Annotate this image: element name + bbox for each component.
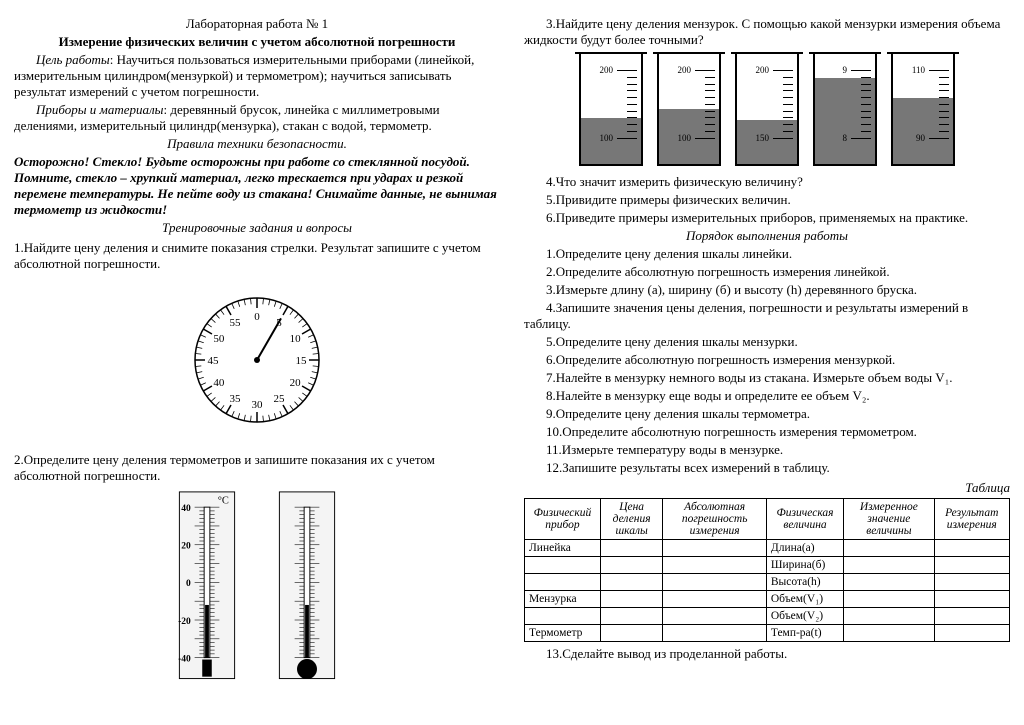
svg-text:30: 30	[252, 399, 264, 411]
svg-text:10: 10	[290, 333, 302, 345]
svg-text:-20: -20	[178, 617, 191, 627]
table-header: Абсолютная погрешность измерения	[663, 499, 766, 540]
conclusion: 13.Сделайте вывод из проделанной работы.	[524, 646, 1010, 662]
goal-label: Цель работы	[36, 52, 110, 67]
question-6: 6.Приведите примеры измерительных прибор…	[524, 210, 1010, 226]
thermometer-2	[272, 490, 342, 690]
svg-text:20: 20	[290, 377, 302, 389]
step: 12.Запишите результаты всех измерений в …	[524, 460, 1010, 476]
step: 11.Измерьте температуру воды в мензурке.	[524, 442, 1010, 458]
cylinders-row: 2001002001002001509811090	[524, 54, 1010, 166]
table-header: Цена деления шкалы	[600, 499, 663, 540]
cylinder: 200150	[735, 54, 799, 166]
task-3: 3.Найдите цену деления мензурок. С помощ…	[524, 16, 1010, 48]
svg-text:20: 20	[181, 542, 191, 552]
step: 9.Определите цену деления шкалы термомет…	[524, 406, 1010, 422]
step: 7.Налейте в мензурку немного воды из ста…	[524, 370, 1010, 386]
step: 1.Определите цену деления шкалы линейки.	[524, 246, 1010, 262]
left-column: Лабораторная работа № 1 Измерение физиче…	[14, 14, 500, 690]
right-column: 3.Найдите цену деления мензурок. С помощ…	[524, 14, 1010, 690]
svg-text:°C: °C	[218, 495, 229, 506]
equip-label: Приборы и материалы	[36, 102, 164, 117]
table-header: Физическая величина	[766, 499, 843, 540]
lab-title: Измерение физических величин с учетом аб…	[14, 34, 500, 50]
equipment: Приборы и материалы: деревянный брусок, …	[14, 102, 500, 134]
lab-number: Лабораторная работа № 1	[14, 16, 500, 32]
table-row: Объем(V₂)	[525, 608, 1010, 625]
safety-header: Правила техники безопасности.	[14, 136, 500, 152]
table-header: Физический прибор	[525, 499, 601, 540]
procedure-header: Порядок выполнения работы	[524, 228, 1010, 244]
goal: Цель работы: Научиться пользоваться изме…	[14, 52, 500, 100]
svg-text:25: 25	[274, 393, 286, 405]
thermometer-1: °C 40 20 0 -20 -40	[172, 490, 242, 690]
step: 4.Запишите значения цены деления, погреш…	[524, 300, 1010, 332]
question-5: 5.Привидите примеры физических величин.	[524, 192, 1010, 208]
table-title: Таблица	[524, 480, 1010, 496]
step: 10.Определите абсолютную погрешность изм…	[524, 424, 1010, 440]
warning-text: Осторожно! Стекло! Будьте осторожны при …	[14, 154, 500, 218]
dial-figure: 0510152025303540455055	[14, 280, 500, 440]
svg-text:55: 55	[230, 317, 242, 329]
step: 8.Налейте в мензурку еще воды и определи…	[524, 388, 1010, 404]
cylinder: 11090	[891, 54, 955, 166]
cylinder: 98	[813, 54, 877, 166]
task-2: 2.Определите цену деления термометров и …	[14, 452, 500, 484]
task-1: 1.Найдите цену деления и снимите показан…	[14, 240, 500, 272]
results-table: Физический приборЦена деления шкалыАбсол…	[524, 498, 1010, 642]
step: 6.Определите абсолютную погрешность изме…	[524, 352, 1010, 368]
svg-text:40: 40	[181, 504, 191, 514]
table-row: МензуркаОбъем(V₁)	[525, 591, 1010, 608]
table-header: Измеренное значение величины	[844, 499, 934, 540]
table-row: Высота(h)	[525, 574, 1010, 591]
step: 5.Определите цену деления шкалы мензурки…	[524, 334, 1010, 350]
step: 3.Измерьте длину (а), ширину (б) и высот…	[524, 282, 1010, 298]
procedure-steps: 1.Определите цену деления шкалы линейки.…	[524, 246, 1010, 476]
svg-text:40: 40	[213, 377, 225, 389]
svg-text:50: 50	[213, 333, 225, 345]
table-row: ЛинейкаДлина(a)	[525, 540, 1010, 557]
thermometers: °C 40 20 0 -20 -40	[14, 490, 500, 690]
cylinder: 200100	[657, 54, 721, 166]
table-header: Результат измерения	[934, 499, 1010, 540]
step: 2.Определите абсолютную погрешность изме…	[524, 264, 1010, 280]
table-row: Ширина(б)	[525, 557, 1010, 574]
svg-text:0: 0	[186, 579, 191, 589]
question-4: 4.Что значит измерить физическую величин…	[524, 174, 1010, 190]
svg-text:-40: -40	[178, 654, 191, 664]
svg-text:35: 35	[230, 393, 242, 405]
svg-text:0: 0	[254, 311, 260, 323]
cylinder: 200100	[579, 54, 643, 166]
svg-text:45: 45	[208, 355, 220, 367]
table-row: ТермометрТемп-ра(t)	[525, 625, 1010, 642]
svg-text:15: 15	[296, 355, 308, 367]
training-header: Тренировочные задания и вопросы	[14, 220, 500, 236]
